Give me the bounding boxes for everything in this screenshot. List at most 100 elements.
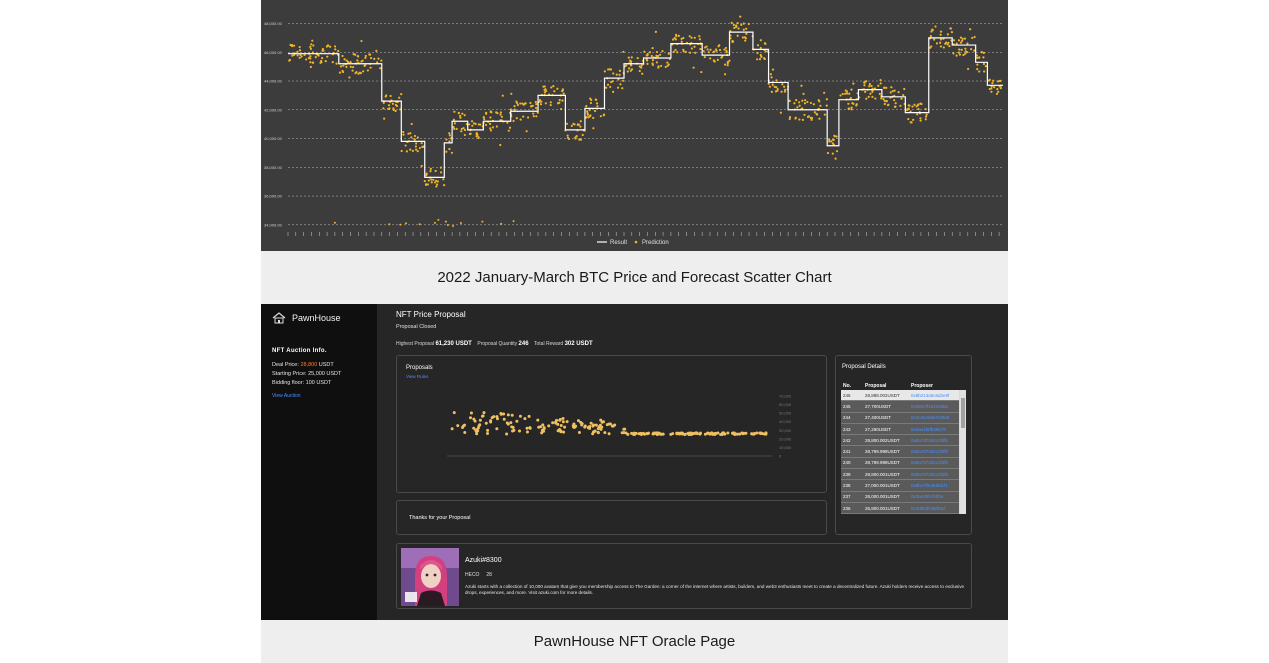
prediction-point — [958, 48, 961, 51]
table-row[interactable]: 244 27,400USDT 0x4c3a4a5b7e3fa8 — [841, 412, 959, 424]
prediction-point — [477, 123, 480, 126]
table-row[interactable]: 238 27,000.001USDT 0x8bc7f0e9d4dcf1 — [841, 480, 959, 492]
prediction-point — [561, 99, 564, 102]
y-tick-label: 42,000.00 — [264, 107, 283, 112]
prediction-point — [405, 150, 409, 153]
prediction-point — [589, 114, 592, 117]
proposal-point — [509, 421, 513, 425]
prediction-point — [579, 120, 582, 123]
prediction-point — [815, 112, 818, 115]
nft-token-count: 28 — [486, 572, 492, 578]
table-row[interactable]: 241 28,799.998USDT 0x8a7d73d4c2f4fb — [841, 446, 959, 458]
row-no: 244 — [843, 415, 851, 421]
prediction-point — [798, 118, 801, 121]
row-proposer[interactable]: 0x3d88dfcb6f02d — [911, 505, 946, 511]
row-proposer[interactable]: 0xaae1f6fb46b79 — [911, 426, 946, 432]
prediction-point — [515, 100, 518, 103]
prediction-point — [581, 133, 584, 137]
brand-logo[interactable]: PawnHouse — [272, 312, 341, 324]
row-proposer[interactable]: 0x3a4d6b1f4f2e — [911, 494, 944, 500]
prediction-point — [553, 90, 556, 93]
table-row[interactable]: 246 28,888.002USDT 0x8b213a5c6d2e9f — [841, 390, 959, 402]
prediction-point — [700, 70, 703, 74]
table-row[interactable]: 243 27,290USDT 0xaae1f6fb46b79 — [841, 423, 959, 436]
row-proposer[interactable]: 0x8a7d73d4c2f4fb — [911, 437, 949, 443]
proposal-point — [502, 412, 506, 416]
prediction-point — [561, 90, 564, 93]
prediction-point — [690, 47, 694, 50]
proposal-point — [554, 420, 558, 424]
row-proposer[interactable]: 0x4c3a4a5b7e3fa8 — [911, 415, 950, 421]
view-auction-link[interactable]: View Auction — [272, 393, 301, 399]
prediction-point — [877, 84, 880, 87]
prediction-point — [651, 59, 655, 62]
proposal-point — [719, 432, 723, 436]
table-row[interactable]: 240 28,799.998USDT 0x8a7d73d4c2f4fb — [841, 457, 959, 470]
row-proposer[interactable]: 0x8b213a5c6d2e9f — [911, 392, 950, 398]
scrollbar-thumb[interactable] — [961, 398, 965, 428]
prediction-point — [429, 170, 432, 173]
nft-name: Azuki#8300 — [465, 557, 502, 564]
prediction-point — [334, 48, 337, 51]
prediction-point — [526, 116, 530, 119]
prediction-point — [809, 116, 812, 119]
proposal-point — [594, 423, 598, 427]
prediction-point — [874, 97, 877, 100]
prediction-point — [917, 103, 920, 106]
proposal-point — [506, 413, 510, 417]
proposal-point — [572, 422, 576, 426]
prediction-point — [677, 34, 680, 37]
prediction-point — [720, 56, 723, 59]
prediction-point — [603, 70, 606, 73]
prediction-point — [477, 136, 480, 139]
prediction-point — [339, 65, 343, 68]
view-rules-link[interactable]: View Rules — [406, 374, 429, 379]
prediction-point — [745, 27, 748, 30]
table-body[interactable]: 246 28,888.002USDT 0x8b213a5c6d2e9f 245 27,7… — [841, 390, 966, 515]
nft-avatar-image[interactable] — [401, 548, 459, 606]
prediction-point — [783, 85, 786, 88]
prediction-point — [982, 62, 986, 66]
table-row[interactable]: 237 28,000.001USDT 0x3a4d6b1f4f2e — [841, 491, 959, 503]
row-proposer[interactable]: 0x8a7d73d4c2f4fb — [911, 471, 949, 477]
prediction-point — [737, 27, 740, 30]
table-row[interactable]: 245 27,700USDT 0x2EE3f1522a0be — [841, 401, 959, 413]
proposal-point — [675, 432, 679, 436]
prediction-point — [543, 91, 546, 94]
prediction-point — [394, 103, 398, 107]
row-proposer[interactable]: 0x8bc7f0e9d4dcf1 — [911, 483, 948, 489]
prediction-point — [355, 70, 358, 74]
proposal-point — [678, 432, 682, 436]
prediction-point — [529, 105, 533, 108]
prediction-point — [435, 185, 438, 188]
prediction-point — [407, 132, 410, 135]
reward-label: Total Reward — [534, 341, 564, 347]
prediction-point — [716, 58, 719, 62]
prediction-point — [966, 42, 969, 45]
prediction-point — [924, 108, 927, 111]
prediction-point — [538, 100, 541, 103]
prediction-point — [482, 116, 485, 119]
prediction-point — [830, 140, 833, 143]
row-proposer[interactable]: 0x2EE3f1522a0be — [911, 403, 949, 409]
proposal-point — [559, 424, 563, 428]
table-row[interactable]: 236 26,800.001USDT 0x3d88dfcb6f02d — [841, 502, 959, 515]
proposal-point — [505, 432, 509, 436]
btc-chart-svg: 34,000.00 36,000.00 38,000.00 40,000.00 42,0… — [264, 15, 1003, 246]
prediction-point — [868, 85, 871, 88]
prediction-point — [522, 115, 525, 118]
prediction-point — [646, 62, 649, 65]
row-proposer[interactable]: 0x8a7d73d4c2f4fb — [911, 460, 949, 466]
proposal-point — [480, 414, 484, 418]
prediction-point — [760, 55, 763, 58]
table-row[interactable]: 239 28,800.001USDT 0x8a7d73d4c2f4fb — [841, 469, 959, 481]
prediction-point — [802, 92, 805, 95]
prediction-point — [609, 68, 613, 71]
prediction-point — [992, 85, 996, 89]
prediction-point — [817, 99, 820, 102]
table-row[interactable]: 242 28,800.002USDT 0x8a7d73d4c2f4fb — [841, 435, 959, 447]
row-proposer[interactable]: 0x8a7d73d4c2f4fb — [911, 449, 949, 455]
table-scrollbar[interactable] — [960, 390, 966, 514]
prediction-point — [416, 136, 419, 139]
prediction-point — [413, 138, 416, 141]
